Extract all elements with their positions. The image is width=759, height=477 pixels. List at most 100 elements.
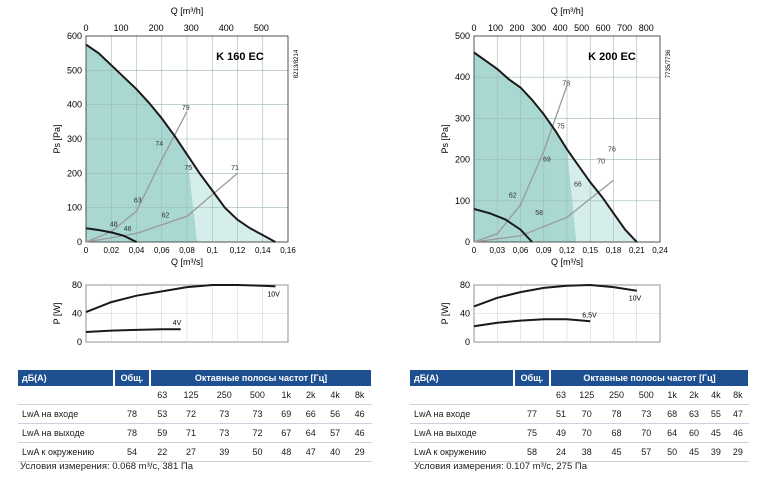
cell: 47 xyxy=(726,404,749,424)
cell: 56 xyxy=(322,404,348,424)
band-label: 500 xyxy=(631,386,662,405)
iso-label: 74 xyxy=(155,141,163,148)
iso-label: 78 xyxy=(562,80,570,87)
iso-label: 75 xyxy=(184,165,192,172)
iso-label: 62 xyxy=(162,212,170,219)
panel-k160: 79 74 75 71 63 62 48 46 0 100 200 300 400 500 600 0 0,02… xyxy=(0,0,373,477)
cell: 47 xyxy=(298,442,323,462)
power-curve-6,5V xyxy=(473,318,591,328)
band-label: 1k xyxy=(274,386,299,405)
iso-label: 75 xyxy=(557,124,565,131)
header-bands: Октавные полосы частот [Гц] xyxy=(150,370,373,386)
y-tick-label: 0 xyxy=(77,237,82,247)
top-tick-label: 700 xyxy=(617,23,632,33)
row-total: 78 xyxy=(114,423,150,443)
y-tick-label: 500 xyxy=(67,65,82,75)
cell: 70 xyxy=(571,423,602,443)
panel-k200: 78 75 69 62 58 76 70 66 0 100 200 300 400 500 0 0,03 0,0… xyxy=(386,0,758,477)
x-tick-label: 0,02 xyxy=(103,246,119,255)
row-label: LwA на выходе xyxy=(410,423,514,443)
power-y-tick: 0 xyxy=(77,337,82,347)
top-axis-label: Q [m³/h] xyxy=(551,6,584,16)
cell: 46 xyxy=(726,423,749,443)
iso-label: 71 xyxy=(231,165,239,172)
cell: 60 xyxy=(683,423,705,443)
iso-label: 79 xyxy=(182,105,190,112)
cell: 57 xyxy=(322,423,348,443)
cell: 46 xyxy=(347,423,372,443)
cell: 59 xyxy=(150,423,175,443)
x-tick-label: 0,24 xyxy=(652,246,668,255)
cell: 22 xyxy=(150,442,175,462)
row-total: 78 xyxy=(114,404,150,424)
y-tick-label: 300 xyxy=(67,134,82,144)
y-axis-label: Ps [Pa] xyxy=(52,124,62,153)
row-label: LwA на входе xyxy=(18,404,114,424)
cell: 49 xyxy=(550,423,572,443)
cell: 46 xyxy=(347,404,372,424)
iso-label: 76 xyxy=(608,146,616,153)
top-tick-label: 800 xyxy=(639,23,654,33)
cell: 63 xyxy=(683,404,705,424)
operating-region xyxy=(474,52,577,242)
row-total: 58 xyxy=(514,442,550,462)
power-series-label: 4V xyxy=(173,320,182,327)
band-label: 250 xyxy=(601,386,632,405)
band-label: 63 xyxy=(150,386,175,405)
top-tick-label: 200 xyxy=(510,23,525,33)
side-code: 7735/7736 xyxy=(666,49,672,78)
x-tick-label: 0,14 xyxy=(255,246,271,255)
power-series-label: 6,5V xyxy=(582,312,597,319)
x-tick-label: 0 xyxy=(472,246,477,255)
sound-table-k160: дБ(А) Общ. Октавные полосы частот [Гц] 6… xyxy=(18,370,373,462)
power-y-tick: 80 xyxy=(72,280,82,290)
cell: 69 xyxy=(274,404,299,424)
y-tick-label: 300 xyxy=(455,113,470,123)
top-tick-label: 500 xyxy=(574,23,589,33)
power-y-tick: 40 xyxy=(72,309,82,319)
top-tick-label: 300 xyxy=(531,23,546,33)
x-tick-label: 0,04 xyxy=(129,246,145,255)
cell: 66 xyxy=(298,404,323,424)
row-total: 75 xyxy=(514,423,550,443)
y-tick-label: 100 xyxy=(67,203,82,213)
cell: 48 xyxy=(274,442,299,462)
band-label: 1k xyxy=(661,386,684,405)
band-label: 250 xyxy=(207,386,241,405)
top-tick-label: 0 xyxy=(83,23,88,33)
top-tick-label: 300 xyxy=(184,23,199,33)
y-tick-label: 200 xyxy=(67,168,82,178)
table-row: LwA к окружению 58 24 38 45 57 50 45 39 … xyxy=(410,442,749,462)
x-tick-label: 0,21 xyxy=(629,246,645,255)
cell: 72 xyxy=(240,423,275,443)
table-row: LwA на входе 78 53 72 73 73 69 66 56 46 xyxy=(18,404,372,424)
band-label: 2k xyxy=(298,386,323,405)
measurement-conditions: Условия измерения: 0.107 m³/c, 275 Па xyxy=(414,461,587,472)
iso-label: 63 xyxy=(134,198,142,205)
fan-curve-10V xyxy=(473,51,638,243)
cell: 72 xyxy=(174,404,208,424)
iso-label: 58 xyxy=(535,210,543,217)
power-y-label: P [W] xyxy=(440,303,450,325)
cell: 71 xyxy=(174,423,208,443)
system-curve xyxy=(473,85,568,243)
cell: 51 xyxy=(550,404,572,424)
cell: 40 xyxy=(322,442,348,462)
cell: 64 xyxy=(298,423,323,443)
x-tick-label: 0,12 xyxy=(230,246,246,255)
band-label: 2k xyxy=(683,386,705,405)
top-tick-label: 100 xyxy=(114,23,129,33)
band-label: 125 xyxy=(174,386,208,405)
cell: 73 xyxy=(207,423,241,443)
band-label: 500 xyxy=(240,386,275,405)
band-label: 125 xyxy=(571,386,602,405)
row-label: LwA к окружению xyxy=(410,442,514,462)
fan-curve-6,5V xyxy=(473,208,533,243)
cell: 64 xyxy=(661,423,684,443)
table-row: LwA на выходе 75 49 70 68 70 64 60 45 46 xyxy=(410,423,749,443)
band-label: 4k xyxy=(704,386,727,405)
system-curve xyxy=(473,179,614,243)
system-curve xyxy=(85,111,188,243)
cell: 70 xyxy=(631,423,662,443)
cell: 29 xyxy=(726,442,749,462)
